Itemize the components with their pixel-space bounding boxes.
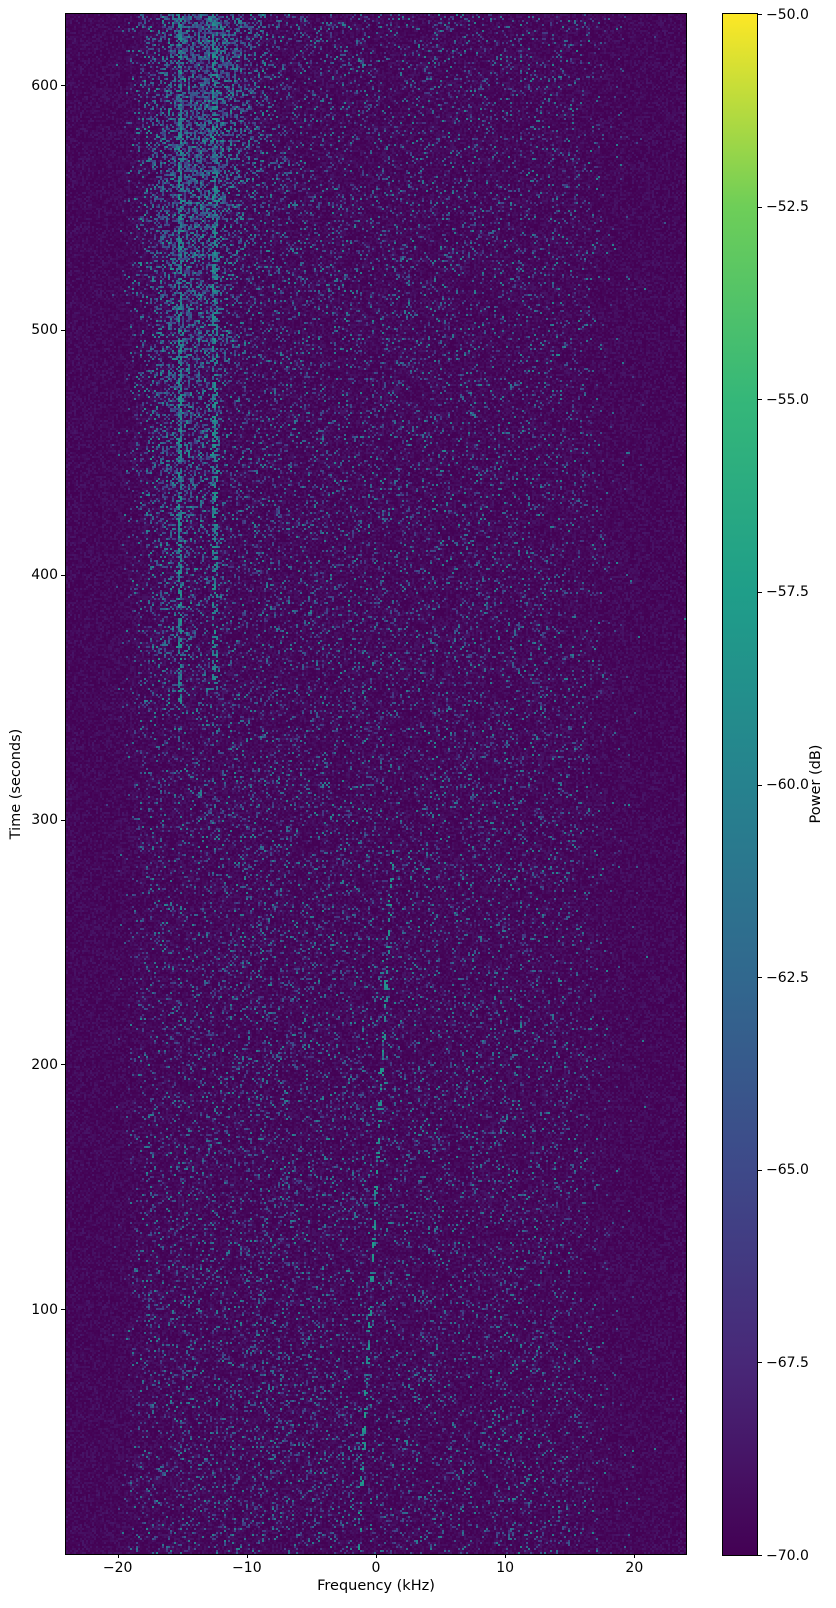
colorbar-tick	[758, 591, 762, 593]
colorbar-tick	[758, 977, 762, 979]
x-axis-tick	[376, 1554, 377, 1558]
y-axis-tick	[61, 85, 65, 86]
x-axis-tick	[505, 1554, 507, 1558]
colorbar-tick	[758, 14, 762, 15]
y-tick-label: 500	[31, 322, 58, 339]
x-tick-label: −20	[102, 1560, 133, 1576]
colorbar-label: Power (dB)	[808, 744, 824, 824]
y-axis-tick	[61, 329, 65, 331]
colorbar-tick	[758, 1555, 762, 1556]
colorbar-tick-label: −65.0	[766, 1162, 809, 1179]
colorbar-tick-label: −62.5	[766, 969, 809, 986]
colorbar-gradient	[723, 14, 757, 1555]
colorbar-tick-label: −70.0	[766, 1547, 809, 1564]
colorbar-tick-label: −67.5	[766, 1354, 809, 1371]
colorbar-tick-label: −50.0	[766, 6, 809, 23]
x-tick-label: −10	[232, 1560, 262, 1576]
y-axis-label: Time (seconds)	[8, 728, 24, 840]
y-axis-tick	[61, 1064, 65, 1066]
colorbar-tick	[758, 206, 762, 208]
y-tick-label: 300	[31, 812, 58, 828]
x-axis-label: Frequency (kHz)	[317, 1578, 435, 1594]
spectrogram-heatmap	[66, 14, 686, 1554]
x-tick-label: 20	[625, 1560, 644, 1576]
colorbar	[722, 13, 758, 1556]
x-tick-label: 10	[496, 1560, 515, 1576]
x-axis-tick	[246, 1554, 248, 1558]
y-tick-label: 400	[31, 567, 58, 584]
y-tick-label: 600	[31, 77, 58, 94]
x-tick-label: 0	[371, 1560, 381, 1576]
plot-area-frame	[65, 13, 687, 1555]
y-tick-label: 100	[31, 1301, 58, 1318]
colorbar-tick-label: −57.5	[766, 584, 809, 601]
colorbar-tick-label: −52.5	[766, 199, 809, 216]
x-axis-tick	[117, 1554, 119, 1558]
colorbar-tick-label: −55.0	[766, 391, 809, 408]
colorbar-tick-label: −60.0	[766, 777, 809, 793]
colorbar-tick	[758, 784, 762, 786]
y-axis-tick	[61, 1309, 65, 1311]
y-axis-tick	[61, 574, 65, 576]
y-tick-label: 200	[31, 1056, 58, 1073]
colorbar-tick	[758, 1169, 762, 1171]
colorbar-tick	[758, 399, 762, 401]
x-axis-tick	[634, 1554, 636, 1558]
colorbar-tick	[758, 1362, 762, 1364]
y-axis-tick	[61, 819, 65, 821]
